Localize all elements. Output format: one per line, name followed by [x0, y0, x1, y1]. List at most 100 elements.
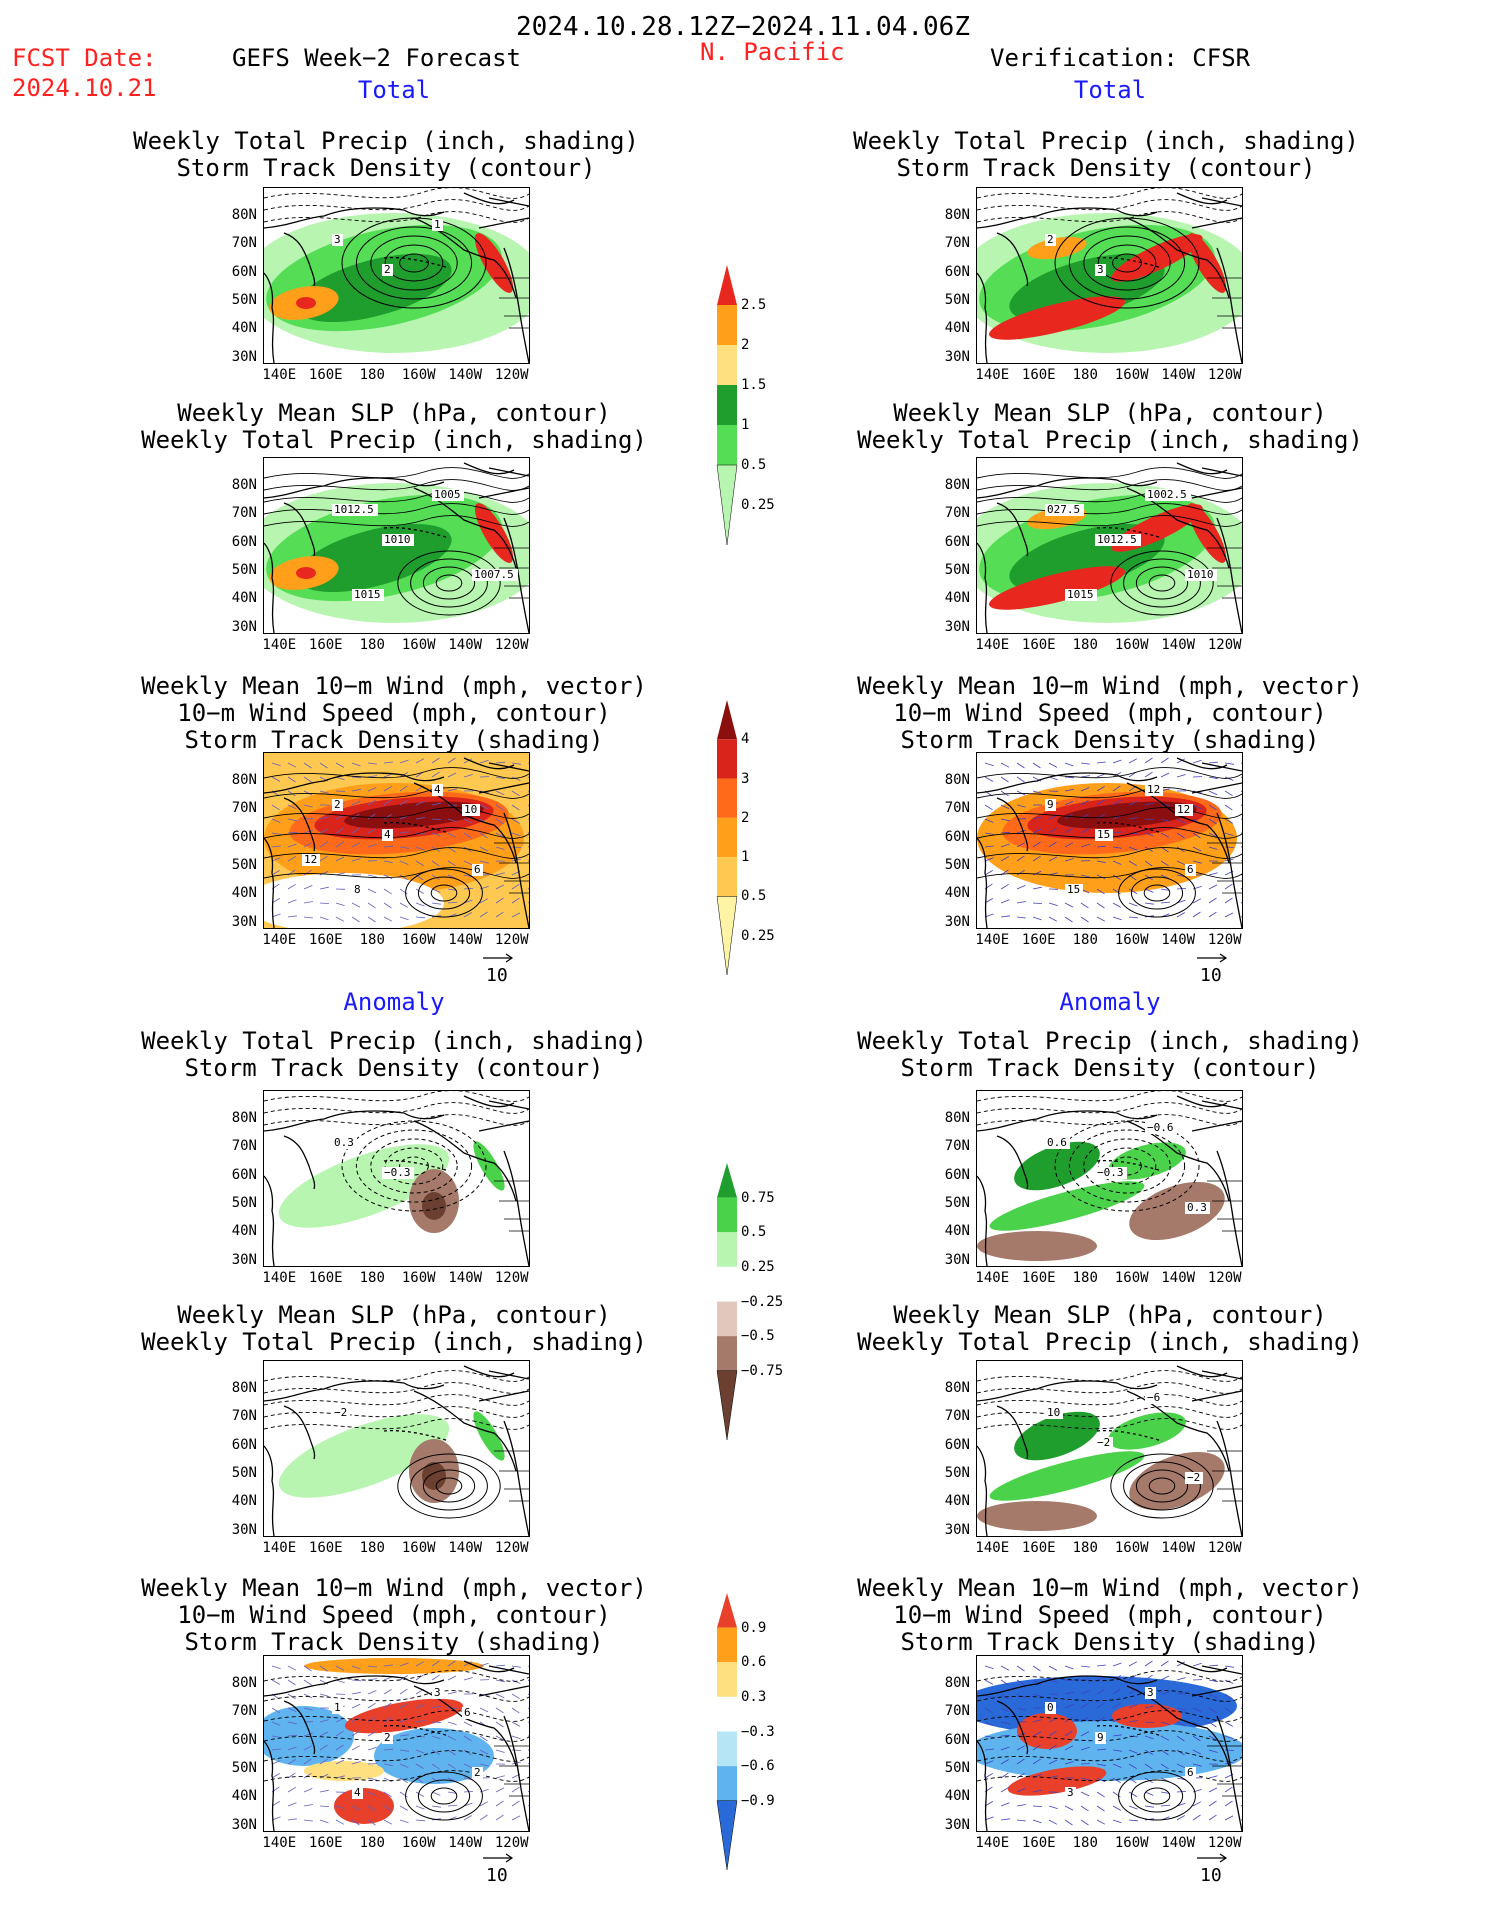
lat-tick-label: 50N — [231, 857, 257, 874]
lat-tick-label: 30N — [944, 1521, 970, 1538]
colorbar-swatch — [717, 739, 737, 779]
contour-label-box — [332, 504, 378, 516]
contour-label-box — [302, 854, 320, 866]
na-west-coast — [503, 517, 529, 633]
colorbar-tick-label: 0.3 — [741, 1688, 767, 1705]
contour-label: −0.3 — [1097, 1166, 1124, 1179]
lat-tick-label: 60N — [944, 1166, 970, 1183]
asia-coast — [264, 1740, 275, 1831]
alaska-coast — [413, 1685, 517, 1767]
contour-label-box — [332, 1702, 343, 1714]
asia-coast — [977, 1445, 988, 1536]
contour-label: 1012.5 — [1097, 533, 1137, 546]
contour-label-box — [332, 1137, 357, 1149]
colorbar-tick-label: 0.5 — [741, 1224, 767, 1241]
contour-label-box — [1145, 489, 1191, 501]
ver-wind-track-title: Weekly Mean 10−m Wind (mph, vector) 10−m… — [857, 672, 1363, 754]
lon-tick-label: 180 — [359, 367, 385, 383]
asia-coast — [264, 1445, 275, 1536]
lon-tick-label: 180 — [359, 1835, 385, 1851]
fcst-slp_total-map: 1012.5 1010 1005 1007.5 1015 — [263, 457, 530, 634]
colorbar-swatch — [717, 1731, 737, 1767]
colorbar-cap — [716, 896, 738, 975]
fcst-precip-track-title: Weekly Total Precip (inch, shading) Stor… — [133, 127, 639, 182]
colorbar-tick-label: 2 — [741, 809, 750, 826]
ver-wind_total-map: 9 15 12 6 15 12 — [976, 752, 1243, 929]
lat-tick-label: 80N — [944, 207, 970, 224]
alaska-coast — [1126, 217, 1230, 299]
coastline — [977, 1095, 1242, 1266]
contour-label: 0.3 — [1187, 1201, 1207, 1214]
contour-label: 1 — [434, 218, 441, 231]
arctic-coast — [1176, 1365, 1242, 1402]
state-borders — [494, 842, 529, 894]
colorbar-cap — [716, 464, 738, 545]
contour-label: −6 — [1147, 1391, 1160, 1404]
lat-tick-label: 70N — [944, 1408, 970, 1425]
wind-speed-contours — [264, 767, 529, 879]
precip-extreme — [988, 296, 1126, 340]
kamchatka-coast — [996, 502, 1029, 557]
alaska-coast — [1126, 487, 1230, 569]
arctic-coast — [463, 1660, 529, 1697]
colorbar-tick-label: 0.25 — [741, 1258, 775, 1275]
contour-label: −2 — [1097, 1436, 1110, 1449]
lat-tick-label: 30N — [944, 618, 970, 635]
contour-label-box — [472, 569, 518, 581]
lat-tick-label: 60N — [231, 263, 257, 280]
lat-tick-label: 40N — [944, 1788, 970, 1805]
contour-label-box — [1145, 784, 1163, 796]
ver-slp_total-map: 027.5 1012.5 1002.5 1010 1015 — [976, 457, 1243, 634]
contour-label-box — [1065, 1787, 1076, 1799]
lon-tick-label: 160W — [1114, 637, 1149, 653]
colorbar-tick-label: 1.5 — [741, 377, 767, 393]
colorbar-swatch — [717, 1197, 737, 1233]
fcst-precip_anom-map: 0.3 −0.3 — [263, 1090, 530, 1267]
wet-anomaly — [473, 1141, 505, 1191]
fcst-date-label: FCST Date: — [12, 44, 157, 72]
colorbar-tick-label: 2 — [741, 337, 750, 353]
contour-label-box — [332, 234, 343, 246]
lat-tick-label: 50N — [944, 1195, 970, 1212]
lon-tick-label: 180 — [1072, 1540, 1098, 1556]
lon-tick-label: 120W — [494, 1835, 529, 1851]
lat-tick-label: 80N — [231, 1380, 257, 1397]
lat-tick-label: 60N — [231, 828, 257, 845]
wet-anomaly — [989, 1181, 1145, 1231]
coastline — [264, 1365, 529, 1536]
contour-label: 6 — [464, 1706, 471, 1719]
lon-tick-label: 120W — [494, 367, 529, 383]
lon-tick-label: 140E — [975, 1835, 1010, 1851]
contour-label: −0.6 — [1147, 1121, 1174, 1134]
asia-coast — [264, 1175, 275, 1266]
wind-vectors — [984, 757, 1242, 923]
colorbar-tick-label: −0.9 — [741, 1792, 775, 1809]
lon-tick-label: 140E — [975, 932, 1010, 948]
alaska-coast — [413, 782, 517, 864]
arctic-coast — [463, 757, 529, 794]
lon-tick-label: 160E — [308, 637, 343, 653]
na-west-coast — [1216, 812, 1242, 928]
contour-label: 1 — [334, 1701, 341, 1714]
state-borders — [1207, 1180, 1242, 1232]
map-canvas: 1 2 3 2 4 6 — [264, 1656, 529, 1831]
alaska-coast — [1126, 782, 1230, 864]
state-borders — [494, 1450, 529, 1502]
lon-tick-label: 120W — [1207, 1835, 1242, 1851]
contour-label: −0.3 — [384, 1166, 411, 1179]
storm-track-contours — [1054, 217, 1200, 309]
map-canvas: 23 — [977, 188, 1242, 363]
na-west-coast — [503, 1715, 529, 1831]
lat-tick-label: 60N — [944, 828, 970, 845]
period-title: 2024.10.28.12Z−2024.11.04.06Z — [516, 12, 970, 42]
lon-tick-label: 140W — [448, 1270, 483, 1286]
contour-label: 2 — [334, 798, 341, 811]
colorbar-cap — [717, 1593, 737, 1628]
lon-tick-label: 160W — [401, 367, 436, 383]
track-dashed — [264, 188, 529, 223]
contour-label: 3 — [1097, 263, 1104, 276]
lat-tick-label: 80N — [944, 1380, 970, 1397]
fcst-slp_anom-map: −2 — [263, 1360, 530, 1537]
high-track-anom — [304, 1658, 484, 1674]
vector-reference-label: 10 — [486, 1865, 508, 1886]
